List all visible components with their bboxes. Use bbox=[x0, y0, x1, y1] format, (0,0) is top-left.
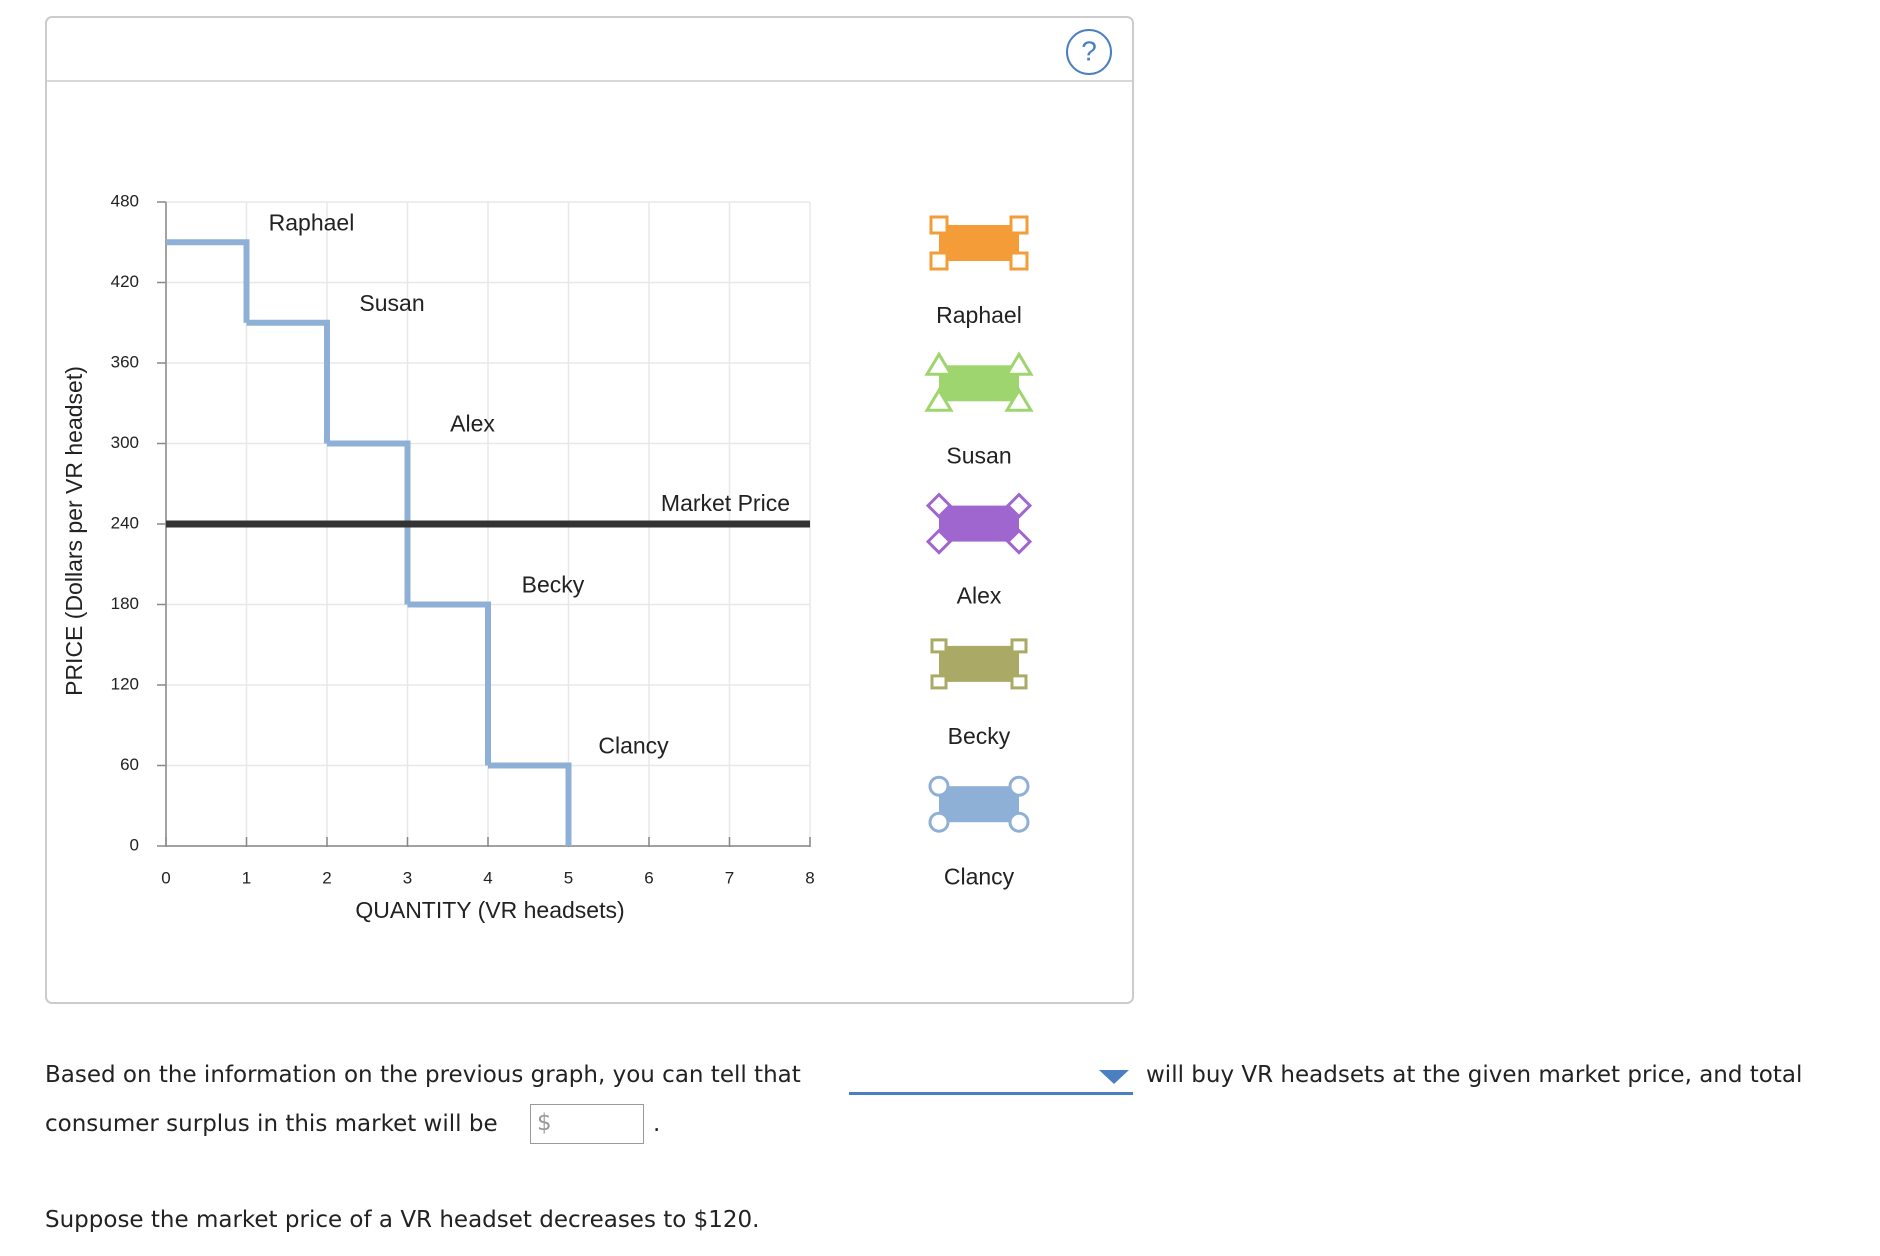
step-label: Raphael bbox=[269, 209, 355, 235]
market-price-label: Market Price bbox=[661, 490, 790, 516]
tool-handle[interactable] bbox=[924, 351, 954, 376]
x-tick-label: 0 bbox=[161, 868, 170, 887]
tool-handle[interactable] bbox=[939, 786, 1019, 823]
dropdown-arrow[interactable] bbox=[1099, 1070, 1129, 1086]
y-tick-label: 180 bbox=[111, 594, 139, 613]
x-tick-label: 6 bbox=[644, 868, 653, 887]
sentence-end: . bbox=[653, 1111, 661, 1137]
tool-handle[interactable] bbox=[929, 215, 949, 235]
tool-handle[interactable] bbox=[1010, 674, 1028, 690]
tool-handle[interactable] bbox=[939, 505, 1019, 542]
panel-border bbox=[45, 16, 1134, 1004]
y-tick-label: 240 bbox=[111, 513, 139, 532]
x-tick-label: 5 bbox=[564, 868, 573, 887]
y-tick-label: 0 bbox=[130, 835, 139, 854]
buyer-dropdown[interactable] bbox=[849, 1064, 1133, 1095]
palette-tool[interactable] bbox=[924, 351, 1034, 412]
step-label: Susan bbox=[359, 290, 424, 316]
legend-label: Susan bbox=[946, 442, 1011, 468]
tool-handle[interactable] bbox=[1008, 811, 1030, 833]
palette-tool[interactable] bbox=[928, 775, 1030, 833]
legend-label: Raphael bbox=[936, 302, 1022, 328]
tool-handle[interactable] bbox=[1010, 638, 1028, 654]
palette-tool[interactable] bbox=[930, 638, 1028, 690]
legend-label: Alex bbox=[957, 583, 1002, 609]
help-icon[interactable]: ? bbox=[1081, 35, 1097, 66]
x-tick-label: 7 bbox=[725, 868, 734, 887]
step-label: Alex bbox=[450, 411, 495, 437]
surplus-input[interactable]: $ bbox=[530, 1104, 644, 1144]
tool-handle[interactable] bbox=[930, 674, 948, 690]
graph-panel: ? QUANTITY (VR headsets) PRICE (Dollars … bbox=[45, 16, 1134, 1004]
step-label: Becky bbox=[522, 572, 585, 598]
question-text: will buy VR headsets at the given market… bbox=[1146, 1062, 1803, 1088]
y-axis-label: PRICE (Dollars per VR headset) bbox=[61, 366, 87, 696]
tool-handle[interactable] bbox=[1009, 251, 1029, 271]
help-button[interactable] bbox=[1066, 29, 1112, 75]
tool-handle[interactable] bbox=[939, 225, 1019, 261]
x-tick-label: 2 bbox=[322, 868, 331, 887]
question-text: Based on the information on the previous… bbox=[45, 1062, 801, 1088]
x-axis-label: QUANTITY (VR headsets) bbox=[355, 897, 624, 923]
tool-handle[interactable] bbox=[930, 638, 948, 654]
tool-handle[interactable] bbox=[1004, 387, 1034, 412]
y-tick-label: 300 bbox=[111, 433, 139, 452]
palette-tool[interactable] bbox=[929, 215, 1029, 271]
tool-handle[interactable] bbox=[925, 492, 953, 519]
tool-handle[interactable] bbox=[1008, 775, 1030, 797]
step-label: Clancy bbox=[598, 733, 669, 759]
tool-handle[interactable] bbox=[1005, 492, 1033, 519]
demand-step bbox=[327, 440, 411, 605]
x-tick-label: 4 bbox=[483, 868, 492, 887]
tool-handle[interactable] bbox=[929, 251, 949, 271]
tool-handle[interactable] bbox=[928, 811, 950, 833]
followup-text: Suppose the market price of a VR headset… bbox=[45, 1207, 760, 1233]
tool-handle[interactable] bbox=[924, 387, 954, 412]
demand-step bbox=[407, 601, 491, 766]
y-tick-label: 480 bbox=[111, 191, 139, 210]
y-tick-label: 420 bbox=[111, 272, 139, 291]
palette-tool[interactable] bbox=[925, 492, 1033, 555]
demand-step bbox=[246, 319, 330, 444]
demand-step bbox=[166, 239, 250, 323]
tool-handle[interactable] bbox=[939, 645, 1019, 682]
tool-handle[interactable] bbox=[939, 365, 1019, 402]
demand-step bbox=[488, 762, 572, 846]
question-text: consumer surplus in this market will be bbox=[45, 1111, 498, 1137]
tool-handle[interactable] bbox=[1004, 351, 1034, 376]
x-tick-label: 1 bbox=[242, 868, 251, 887]
currency-symbol: $ bbox=[537, 1110, 552, 1136]
y-tick-label: 120 bbox=[111, 674, 139, 693]
tool-handle[interactable] bbox=[928, 775, 950, 797]
legend-label: Becky bbox=[948, 723, 1011, 749]
y-tick-label: 60 bbox=[120, 755, 139, 774]
y-tick-label: 360 bbox=[111, 352, 139, 371]
x-tick-label: 8 bbox=[805, 868, 814, 887]
tool-handle[interactable] bbox=[925, 528, 953, 555]
tool-handle[interactable] bbox=[1005, 528, 1033, 555]
tool-handle[interactable] bbox=[1009, 215, 1029, 235]
legend-label: Clancy bbox=[944, 863, 1015, 889]
x-tick-label: 3 bbox=[403, 868, 412, 887]
